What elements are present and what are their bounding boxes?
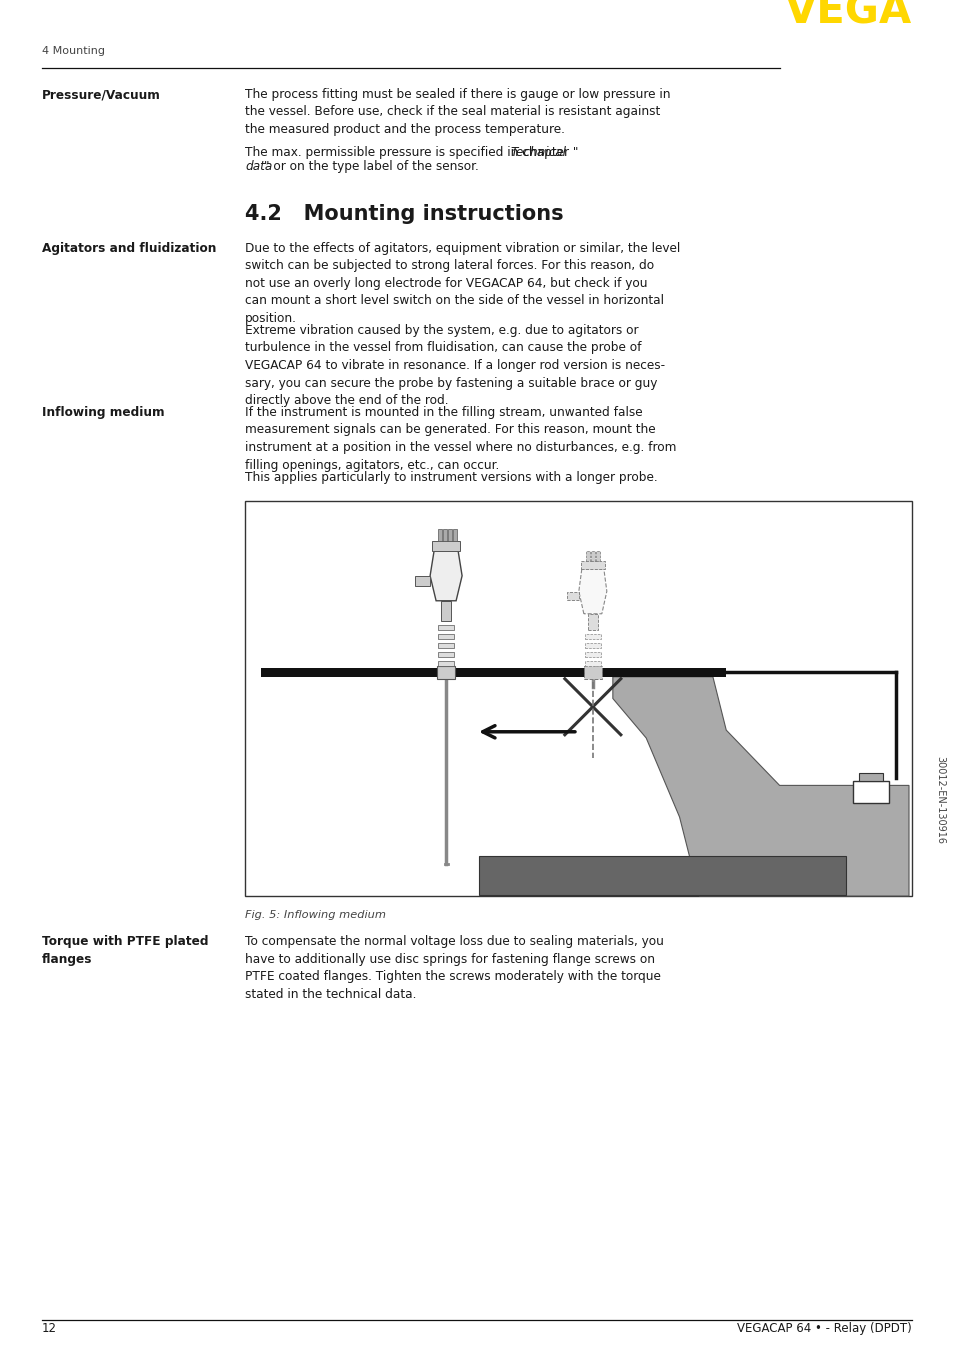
Text: VEGACAP 64 • - Relay (DPDT): VEGACAP 64 • - Relay (DPDT) (737, 1322, 911, 1335)
Text: Extreme vibration caused by the system, e.g. due to agitators or
turbulence in t: Extreme vibration caused by the system, … (245, 324, 664, 408)
Polygon shape (430, 551, 461, 601)
Bar (587, 613, 598, 630)
Text: If the instrument is mounted in the filling stream, unwanted false
measurement s: If the instrument is mounted in the fill… (245, 406, 676, 471)
Bar (583, 666, 601, 678)
Text: Pressure/Vacuum: Pressure/Vacuum (42, 88, 161, 102)
Text: " or on the type label of the sensor.: " or on the type label of the sensor. (264, 160, 478, 173)
Text: 12: 12 (42, 1322, 57, 1335)
Bar (442, 529, 447, 540)
Text: The max. permissible pressure is specified in chapter ": The max. permissible pressure is specifi… (245, 146, 578, 158)
Polygon shape (578, 569, 606, 613)
Text: Due to the effects of agitators, equipment vibration or similar, the level
switc: Due to the effects of agitators, equipme… (245, 242, 679, 325)
Bar (437, 651, 454, 657)
Bar (437, 634, 454, 639)
Bar (415, 575, 430, 586)
Text: Agitators and fluidization: Agitators and fluidization (42, 242, 216, 255)
Bar (453, 529, 456, 540)
Bar (584, 634, 600, 639)
Bar (436, 666, 455, 678)
Polygon shape (612, 677, 908, 896)
Text: The process fitting must be sealed if there is gauge or low pressure in
the vess: The process fitting must be sealed if th… (245, 88, 670, 135)
Bar (448, 529, 452, 540)
Text: 4.2   Mounting instructions: 4.2 Mounting instructions (245, 204, 563, 223)
Text: This applies particularly to instrument versions with a longer probe.: This applies particularly to instrument … (245, 471, 657, 483)
Bar (437, 529, 441, 540)
Bar (585, 551, 589, 561)
Bar (437, 624, 454, 630)
Bar (437, 643, 454, 647)
Text: Torque with PTFE plated
flanges: Torque with PTFE plated flanges (42, 936, 209, 965)
Bar (432, 540, 459, 551)
Text: 30012-EN-130916: 30012-EN-130916 (934, 756, 944, 844)
Text: Technical: Technical (510, 146, 565, 158)
Bar (584, 661, 600, 666)
Bar (566, 592, 578, 600)
Text: data: data (245, 160, 272, 173)
Bar (584, 651, 600, 657)
Bar (440, 601, 451, 620)
Text: 4 Mounting: 4 Mounting (42, 46, 105, 56)
Bar (245, 501, 911, 896)
Bar (580, 561, 604, 569)
Text: Inflowing medium: Inflowing medium (42, 406, 165, 418)
Bar (590, 551, 595, 561)
Bar (261, 668, 725, 677)
Text: Fig. 5: Inflowing medium: Fig. 5: Inflowing medium (245, 910, 386, 919)
Text: To compensate the normal voltage loss due to sealing materials, you
have to addi: To compensate the normal voltage loss du… (245, 936, 663, 1001)
Bar (584, 643, 600, 647)
Bar (852, 781, 888, 803)
Bar (858, 773, 882, 781)
Bar (479, 856, 845, 895)
Text: VEGA: VEGA (784, 0, 911, 32)
Bar (596, 551, 599, 561)
Bar (437, 661, 454, 666)
